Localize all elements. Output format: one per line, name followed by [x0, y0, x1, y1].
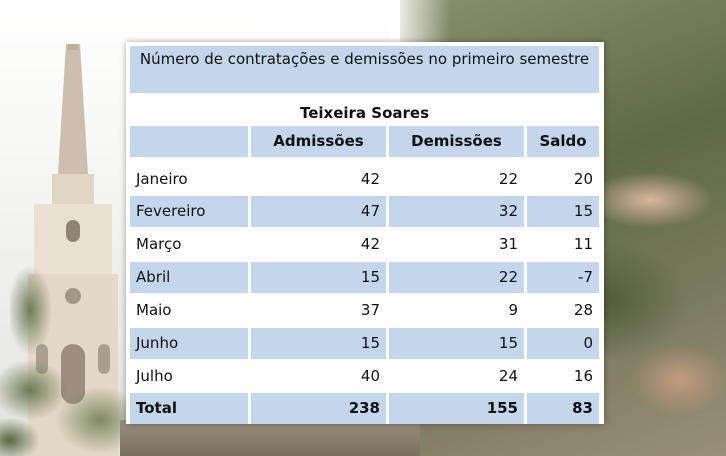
- row-saldo: 0: [527, 328, 599, 359]
- row-month: Março: [136, 235, 182, 253]
- row-demissoes: 24: [498, 367, 518, 385]
- hiring-table-card: Número de contratações e demissões no pr…: [126, 42, 604, 424]
- total-saldo: 83: [527, 393, 599, 424]
- header-admissoes: Admissões: [251, 126, 386, 157]
- row-demissoes: 9: [508, 301, 518, 319]
- header-demissoes: Demissões: [389, 126, 524, 157]
- row-admissoes: 42: [360, 170, 380, 188]
- total-admissoes: 238: [251, 393, 386, 424]
- trees-mid: [10, 250, 70, 370]
- row-demissoes: 22: [389, 262, 524, 293]
- row-demissoes: 32: [389, 196, 524, 227]
- table-row: Junho 15 15 0: [130, 328, 599, 359]
- row-month: Fevereiro: [130, 196, 248, 227]
- row-saldo: 16: [573, 367, 593, 385]
- row-admissoes: 37: [360, 301, 380, 319]
- header-saldo: Saldo: [527, 126, 599, 157]
- row-saldo: 15: [527, 196, 599, 227]
- table-row: Abril 15 22 -7: [130, 262, 599, 293]
- table-subtitle: Teixeira Soares: [299, 104, 430, 122]
- row-demissoes: 15: [389, 328, 524, 359]
- table-row: Maio 37 9 28: [130, 295, 599, 326]
- table-row: Julho 40 24 16: [130, 361, 599, 392]
- row-month: Abril: [130, 262, 248, 293]
- row-month: Julho: [136, 367, 173, 385]
- table-title: Número de contratações e demissões no pr…: [130, 46, 599, 93]
- header-month: [130, 126, 248, 157]
- row-admissoes: 42: [360, 235, 380, 253]
- ground-strip: [120, 420, 420, 456]
- row-saldo: 11: [573, 235, 593, 253]
- row-month: Maio: [136, 301, 172, 319]
- table-row: Março 42 31 11: [130, 229, 599, 260]
- total-label: Total: [130, 393, 248, 424]
- table-row: Fevereiro 47 32 15: [130, 196, 599, 227]
- total-row: Total 238 155 83: [130, 393, 599, 424]
- row-month: Janeiro: [136, 170, 188, 188]
- row-month: Junho: [130, 328, 248, 359]
- row-admissoes: 47: [251, 196, 386, 227]
- row-admissoes: 15: [251, 328, 386, 359]
- row-demissoes: 31: [498, 235, 518, 253]
- total-demissoes: 155: [389, 393, 524, 424]
- header-row: Admissões Demissões Saldo: [130, 126, 599, 157]
- row-saldo: -7: [527, 262, 599, 293]
- row-admissoes: 15: [251, 262, 386, 293]
- row-saldo: 28: [573, 301, 593, 319]
- row-admissoes: 40: [360, 367, 380, 385]
- table-row: Janeiro 42 22 20: [130, 164, 599, 195]
- row-demissoes: 22: [498, 170, 518, 188]
- row-saldo: 20: [573, 170, 593, 188]
